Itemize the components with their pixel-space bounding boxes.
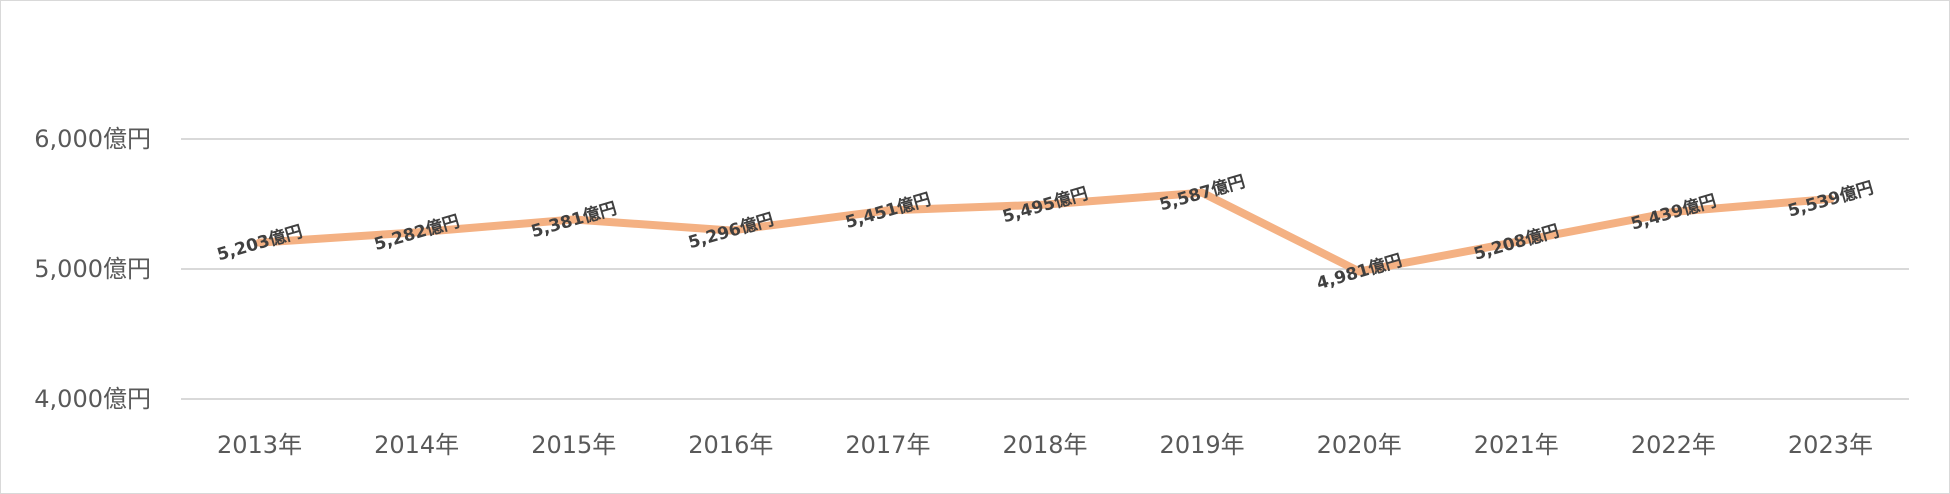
x-tick-label: 2017年 xyxy=(845,431,930,459)
y-tick-label: 6,000億円 xyxy=(34,125,151,153)
data-point xyxy=(883,206,892,215)
data-point xyxy=(1198,188,1207,197)
data-label: 5,451億円 xyxy=(843,189,933,233)
data-label: 5,539億円 xyxy=(1786,177,1876,221)
x-tick-label: 2020年 xyxy=(1317,431,1402,459)
x-tick-label: 2016年 xyxy=(688,431,773,459)
gridlines xyxy=(181,138,1909,400)
data-label: 5,282億円 xyxy=(372,211,462,255)
x-tick-label: 2014年 xyxy=(374,431,459,459)
series-lines xyxy=(255,188,1835,276)
data-label: 5,439億円 xyxy=(1628,190,1718,234)
data-point xyxy=(726,226,735,235)
data-labels: 5,203億円 5,282億円 5,381億円 5,296億円 5,451億円 5,495… xyxy=(215,171,1876,294)
x-tick-label: 2013年 xyxy=(217,431,302,459)
y-tick-label: 4,000億円 xyxy=(34,385,151,413)
x-tick-label: 2022年 xyxy=(1631,431,1716,459)
data-label: 5,495億円 xyxy=(1000,183,1090,227)
data-point xyxy=(1826,194,1835,203)
data-point xyxy=(1669,207,1678,216)
x-tick-label: 2023年 xyxy=(1788,431,1873,459)
data-point xyxy=(412,228,421,237)
x-tick-label: 2015年 xyxy=(531,431,616,459)
data-point xyxy=(1512,237,1521,246)
data-point xyxy=(255,238,264,247)
data-label: 5,381億円 xyxy=(529,198,619,242)
data-point xyxy=(1041,200,1049,209)
x-tick-label: 2019年 xyxy=(1160,431,1245,459)
x-tick-label: 2021年 xyxy=(1474,431,1559,459)
data-label: 5,296億円 xyxy=(686,209,776,253)
y-tick-label: 5,000億円 xyxy=(34,255,151,283)
data-label: 5,203億円 xyxy=(215,221,305,265)
data-point xyxy=(1355,267,1364,276)
x-axis-tick-labels: 2013年 2014年 2015年 2016年 2017年 2018年 2019年 2020年… xyxy=(217,431,1873,459)
data-label: 5,208億円 xyxy=(1471,220,1561,264)
x-tick-label: 2018年 xyxy=(1002,431,1087,459)
data-point xyxy=(569,215,578,224)
y-axis-tick-labels: 4,000億円 5,000億円 6,000億円 xyxy=(34,125,151,413)
